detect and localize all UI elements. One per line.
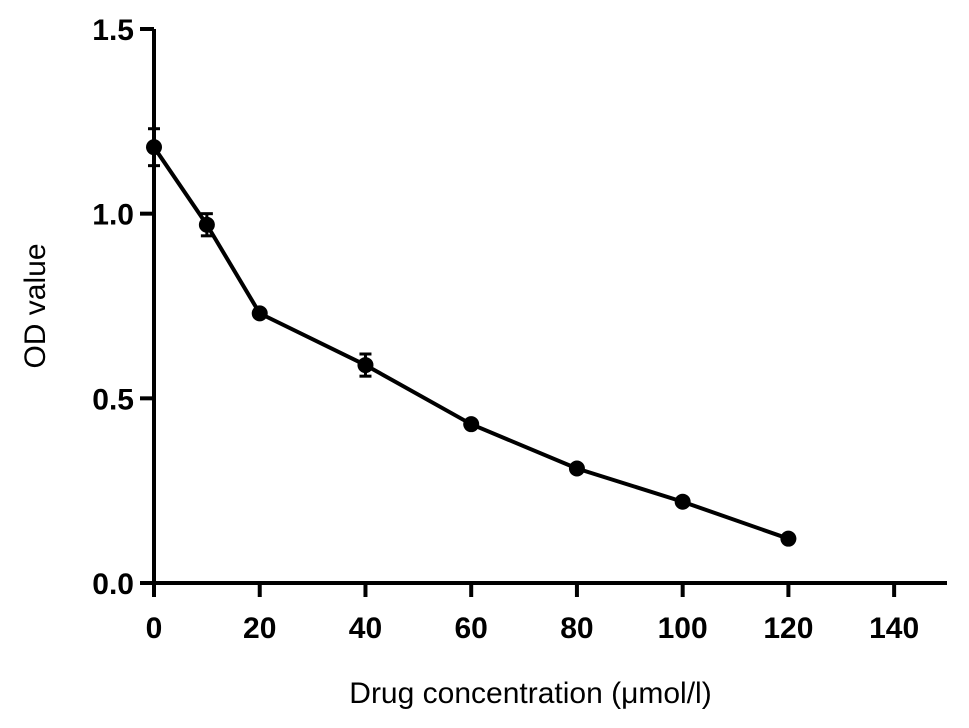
x-tick-label: 100 [658, 612, 708, 645]
x-ticks: 0 20 40 60 80 100 120 140 [146, 583, 919, 645]
data-point [568, 460, 585, 477]
data-point [780, 530, 797, 547]
data-point [674, 493, 691, 510]
data-point [251, 305, 268, 322]
y-axis-title: OD value [19, 243, 52, 368]
x-tick-label: 0 [146, 612, 163, 645]
data-point [198, 216, 215, 233]
x-tick-label: 40 [349, 612, 382, 645]
x-axis-title: Drug concentration (μmol/l) [349, 677, 711, 710]
y-ticks: 0.0 0.5 1.0 1.5 [92, 14, 154, 601]
data-point [463, 416, 480, 433]
series-line [152, 146, 790, 541]
y-tick-label: 0.0 [92, 568, 134, 601]
x-tick-label: 20 [243, 612, 276, 645]
x-tick-label: 140 [869, 612, 919, 645]
x-tick-label: 60 [455, 612, 488, 645]
x-tick-label: 120 [763, 612, 813, 645]
series-group [146, 127, 797, 547]
data-point [146, 139, 162, 156]
y-tick-label: 1.0 [92, 199, 134, 232]
data-point [357, 357, 374, 374]
axes [152, 29, 947, 585]
x-tick-label: 80 [560, 612, 593, 645]
y-tick-label: 1.5 [92, 14, 134, 47]
y-tick-label: 0.5 [92, 383, 134, 416]
